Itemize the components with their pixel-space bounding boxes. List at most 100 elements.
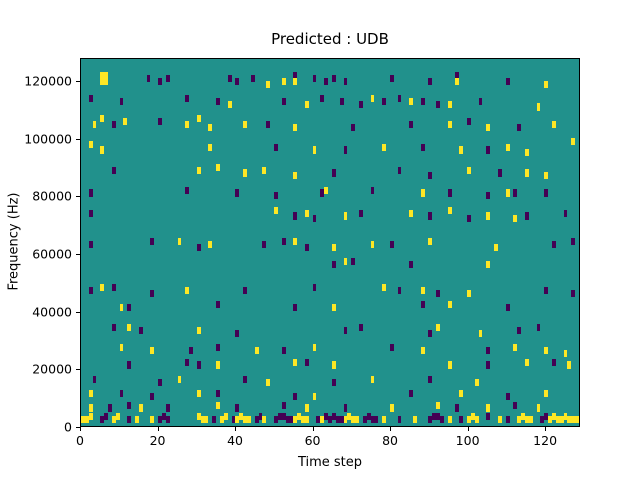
heatmap-cell-high: [312, 393, 317, 401]
heatmap-cell-high: [243, 415, 247, 424]
heatmap-cell-high: [138, 404, 143, 412]
heatmap-cell-low: [486, 146, 491, 154]
heatmap-cell-low: [216, 390, 220, 398]
heatmap-cell-low: [428, 77, 433, 85]
heatmap-cell-low: [231, 415, 236, 424]
y-tick-label: 20000: [32, 361, 72, 377]
heatmap-cell-low: [420, 301, 425, 309]
heatmap-cell-high: [355, 415, 359, 424]
heatmap-cell-low: [544, 286, 549, 295]
heatmap-cell-low: [331, 74, 336, 82]
x-tick-mark: [157, 427, 159, 431]
heatmap-cell-low: [150, 238, 155, 246]
heatmap-cell-low: [517, 123, 522, 131]
heatmap-cell-high: [100, 77, 105, 85]
heatmap-cell-high: [524, 149, 529, 157]
heatmap-cell-low: [216, 301, 220, 309]
heatmap-cell-low: [335, 415, 340, 424]
heatmap-cell-high: [200, 415, 205, 424]
heatmap-cell-high: [100, 146, 105, 154]
heatmap-cell-high: [409, 209, 413, 217]
heatmap-cell-low: [304, 358, 309, 366]
heatmap-cell-low: [158, 415, 163, 424]
heatmap-cell-low: [293, 304, 298, 312]
heatmap-cell-high: [478, 329, 483, 338]
heatmap-cell-low: [235, 404, 240, 412]
heatmap-cell-high: [513, 215, 518, 223]
heatmap-cell-high: [571, 415, 576, 424]
heatmap-cell-low: [563, 209, 568, 217]
heatmap-cell-low: [339, 97, 344, 105]
heatmap-cell-high: [474, 378, 479, 386]
heatmap-cell-high: [517, 415, 522, 424]
heatmap-cell-low: [281, 238, 286, 246]
heatmap-cell-low: [505, 415, 510, 424]
heatmap-cell-low: [262, 241, 267, 249]
heatmap-cell-high: [524, 169, 529, 177]
heatmap-cell-high: [428, 238, 433, 246]
heatmap-cell-low: [544, 413, 549, 421]
heatmap-cell-low: [374, 415, 379, 424]
heatmap-cell-high: [115, 413, 120, 421]
heatmap-cell-high: [467, 289, 471, 297]
heatmap-cell-low: [382, 97, 386, 105]
x-tick-mark: [312, 427, 314, 431]
heatmap-cell-low: [216, 97, 220, 105]
heatmap-cell-high: [486, 404, 491, 412]
heatmap-cell-low: [420, 97, 425, 105]
heatmap-cell-high: [331, 304, 336, 312]
heatmap-cell-high: [177, 375, 182, 383]
y-tick-mark: [76, 427, 80, 428]
heatmap-cell-low: [119, 97, 124, 105]
heatmap-cell-high: [293, 172, 298, 180]
heatmap-cell-high: [219, 415, 224, 424]
heatmap-cell-high: [266, 80, 271, 88]
heatmap-cell-low: [486, 413, 491, 421]
heatmap-cell-low: [312, 215, 317, 223]
heatmap-cell-high: [150, 415, 155, 424]
heatmap-cell-high: [436, 324, 441, 332]
heatmap-cell-low: [358, 100, 363, 108]
heatmap-cell-low: [505, 393, 510, 401]
x-tick-mark: [545, 427, 547, 431]
heatmap-cell-high: [293, 358, 298, 366]
heatmap-cell-high: [247, 415, 251, 424]
heatmap-cell-high: [88, 140, 93, 148]
heatmap-cell-low: [551, 241, 556, 249]
heatmap-cell-high: [111, 415, 116, 424]
heatmap-cell-high: [467, 166, 471, 174]
heatmap-cell-high: [370, 375, 375, 383]
heatmap-cell-high: [470, 413, 475, 421]
heatmap-cell-low: [162, 413, 166, 421]
heatmap-cell-low: [428, 172, 433, 180]
heatmap-cell-low: [536, 324, 541, 332]
heatmap-cell-low: [185, 94, 190, 102]
heatmap-cell-low: [227, 74, 232, 82]
heatmap-cell-high: [312, 344, 317, 352]
heatmap-cell-high: [293, 238, 298, 246]
heatmap-cell-low: [196, 361, 201, 369]
heatmap-cell-high: [304, 209, 309, 217]
heatmap-cell-high: [382, 143, 386, 151]
heatmap-cell-high: [127, 324, 132, 332]
heatmap-cell-low: [571, 238, 576, 246]
heatmap-cell-high: [567, 415, 572, 424]
heatmap-cell-high: [459, 146, 464, 154]
heatmap-cell-low: [397, 166, 402, 174]
heatmap-cell-high: [196, 166, 201, 174]
heatmap-cell-low: [289, 415, 294, 424]
heatmap-cell-low: [351, 123, 356, 131]
heatmap-cell-low: [88, 94, 93, 102]
heatmap-cell-high: [563, 413, 568, 421]
x-tick-mark: [235, 427, 237, 431]
heatmap-cell-high: [304, 100, 309, 108]
heatmap-cell-high: [100, 114, 105, 123]
heatmap-cell-low: [165, 404, 170, 412]
heatmap-cell-low: [362, 415, 367, 424]
heatmap-cell-high: [331, 361, 336, 369]
heatmap-cell-low: [389, 74, 394, 82]
heatmap-cell-low: [88, 209, 93, 217]
heatmap-cell-low: [428, 415, 433, 424]
heatmap-cell-high: [312, 146, 317, 154]
heatmap-cell-low: [235, 329, 240, 338]
